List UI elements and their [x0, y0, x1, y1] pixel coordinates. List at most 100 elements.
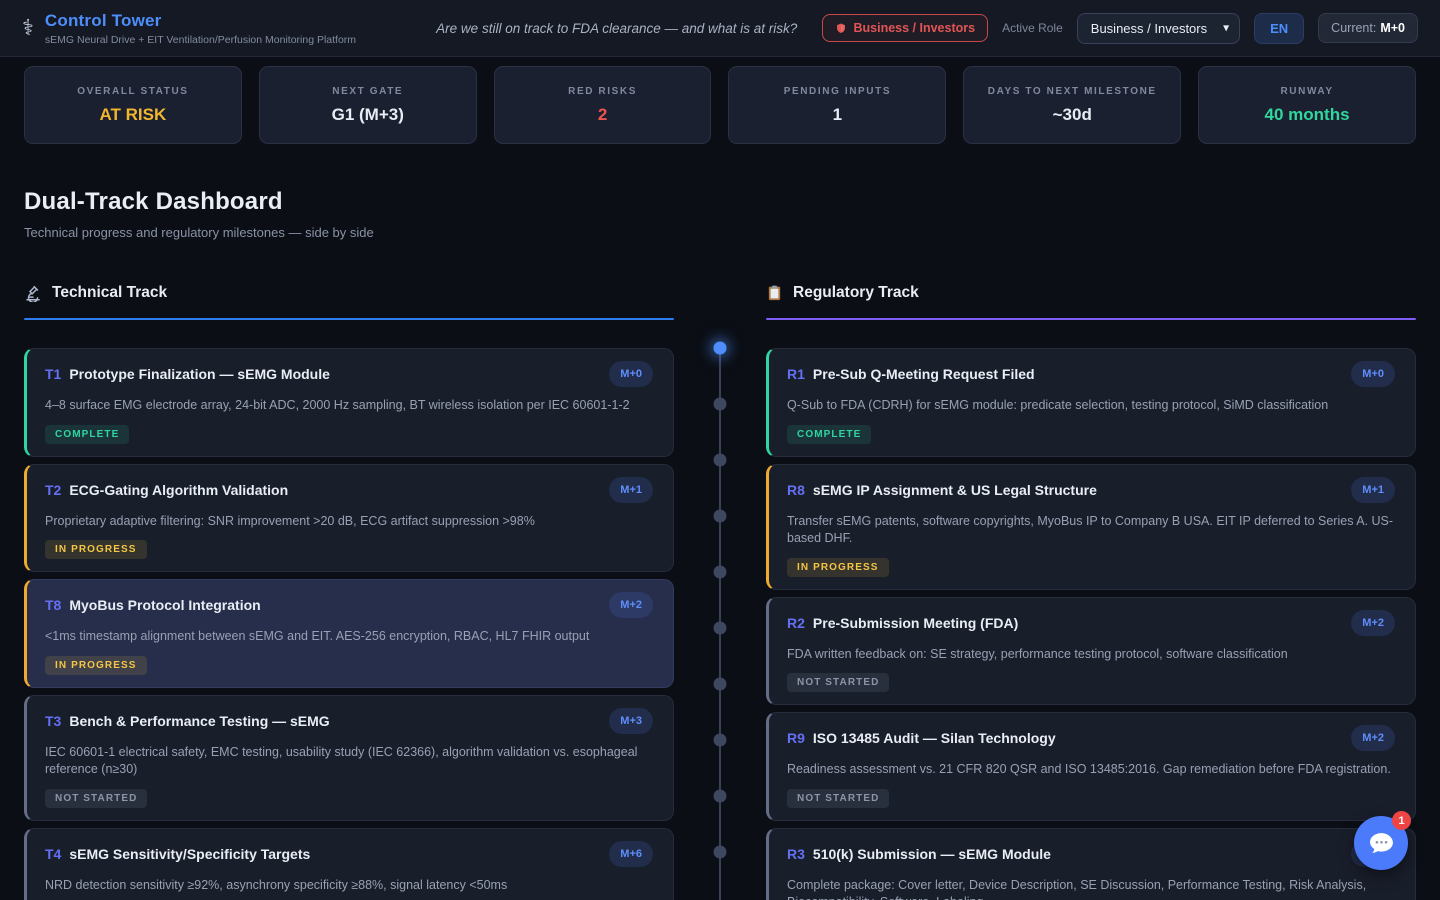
kpi-value: AT RISK	[99, 104, 167, 124]
milestone-description: FDA written feedback on: SE strategy, pe…	[787, 646, 1288, 661]
kpi-days-to-next-milestone: DAYS TO NEXT MILESTONE ~30d	[963, 66, 1182, 144]
kpi-label: RUNWAY	[1280, 85, 1334, 97]
technical-accent-line	[24, 318, 674, 320]
page-subtitle: Technical progress and regulatory milest…	[24, 225, 374, 240]
role-badge[interactable]: Business / Investors	[821, 14, 989, 42]
chevron-down-icon: ▾	[1223, 20, 1230, 35]
timeline-dot	[713, 397, 727, 411]
kpi-value: G1 (M+3)	[331, 104, 404, 124]
dual-track-grid: Technical Track Regulatory Track T1 Prot…	[24, 280, 1416, 900]
status-badge: IN PROGRESS	[787, 557, 889, 577]
clipboard-icon	[768, 285, 781, 301]
milestone-id: T2	[45, 481, 62, 498]
milestone-id: T8	[45, 597, 62, 613]
milestone-title: Pre-Sub Q-Meeting Request Filed	[812, 366, 1035, 382]
milestone-id: R1	[787, 366, 805, 382]
kpi-value: 1	[832, 104, 843, 124]
active-role-value: Business / Investors	[1090, 20, 1208, 36]
kpi-label: RED RISKS	[568, 85, 637, 97]
status-badge: IN PROGRESS	[45, 655, 147, 675]
milestone-description: <1ms timestamp alignment between sEMG an…	[45, 629, 590, 643]
milestone-id: T3	[45, 712, 62, 729]
milestone-card-r8[interactable]: R8 sEMG IP Assignment & US Legal Structu…	[766, 463, 1416, 590]
timeline-dot	[713, 845, 727, 859]
milestone-title: Prototype Finalization — sEMG Module	[69, 366, 330, 382]
milestone-card-t2[interactable]: T2 ECG-Gating Algorithm Validation M+1 P…	[24, 463, 674, 572]
app-brand: ⚕ Control Tower sEMG Neural Drive + EIT …	[22, 11, 412, 46]
chat-unread-badge: 1	[1392, 811, 1411, 830]
kpi-row: OVERALL STATUS AT RISK NEXT GATE G1 (M+3…	[24, 66, 1416, 144]
kpi-runway: RUNWAY 40 months	[1198, 66, 1416, 144]
month-badge: M+6	[609, 840, 653, 867]
milestone-card-r2[interactable]: R2 Pre-Submission Meeting (FDA) M+2 FDA …	[766, 596, 1416, 705]
milestone-card-r3[interactable]: R3 510(k) Submission — sEMG Module M+6 C…	[766, 827, 1416, 900]
active-role-select[interactable]: Business / Investors ▾	[1076, 12, 1241, 44]
month-badge: M+3	[609, 707, 653, 734]
milestone-description: NRD detection sensitivity ≥92%, asynchro…	[45, 877, 508, 892]
milestone-id: R9	[787, 730, 805, 746]
page-title: Dual-Track Dashboard	[24, 188, 283, 215]
regulatory-track-header: Regulatory Track	[766, 280, 1416, 306]
milestone-description: Transfer sEMG patents, software copyrigh…	[787, 513, 1394, 546]
month-badge: M+0	[1351, 361, 1395, 387]
month-badge: M+1	[609, 476, 653, 503]
milestone-title: ISO 13485 Audit — Silan Technology	[812, 730, 1056, 746]
shield-icon	[836, 23, 845, 33]
milestone-card-t1[interactable]: T1 Prototype Finalization — sEMG Module …	[24, 348, 674, 457]
app-title[interactable]: Control Tower	[44, 10, 162, 30]
milestone-card-t3[interactable]: T3 Bench & Performance Testing — sEMG M+…	[24, 694, 674, 821]
current-value: M+0	[1380, 21, 1405, 35]
milestone-id: R2	[787, 614, 805, 631]
status-badge: COMPLETE	[787, 424, 872, 444]
milestone-title: sEMG IP Assignment & US Legal Structure	[812, 481, 1097, 498]
current-label: Current:	[1331, 21, 1377, 35]
track-title: Technical Track	[52, 284, 168, 301]
timeline-dot	[713, 789, 727, 803]
regulatory-accent-line	[766, 318, 1416, 320]
milestone-description: Q-Sub to FDA (CDRH) for sEMG module: pre…	[787, 398, 1329, 412]
microscope-icon	[26, 285, 40, 302]
milestone-description: IEC 60601-1 electrical safety, EMC testi…	[45, 744, 638, 777]
kpi-next-gate: NEXT GATE G1 (M+3)	[258, 66, 477, 144]
milestone-description: Proprietary adaptive filtering: SNR impr…	[45, 513, 535, 528]
kpi-value: 2	[597, 104, 608, 124]
status-badge: IN PROGRESS	[45, 540, 147, 559]
milestone-card-t8[interactable]: T8 MyoBus Protocol Integration M+2 <1ms …	[24, 579, 674, 688]
milestone-description: 4–8 surface EMG electrode array, 24-bit …	[45, 398, 630, 412]
milestone-title: 510(k) Submission — sEMG Module	[812, 845, 1051, 862]
milestone-title: Bench & Performance Testing — sEMG	[69, 712, 330, 729]
milestone-id: R3	[787, 845, 805, 862]
milestone-card-t4[interactable]: T4 sEMG Sensitivity/Specificity Targets …	[24, 827, 674, 900]
timeline-dot-active	[713, 341, 727, 355]
kpi-overall-status: OVERALL STATUS AT RISK	[24, 66, 242, 144]
month-badge: M+1	[1351, 476, 1395, 503]
month-badge: M+2	[1351, 725, 1395, 751]
role-badge-label: Business / Investors	[853, 21, 976, 35]
kpi-label: OVERALL STATUS	[77, 85, 189, 97]
chat-button[interactable]: 1	[1354, 811, 1411, 870]
month-badge: M+2	[609, 592, 653, 618]
app-subtitle: sEMG Neural Drive + EIT Ventilation/Perf…	[44, 33, 357, 46]
header-controls: Business / Investors Active Role Busines…	[821, 12, 1418, 44]
milestone-title: Pre-Submission Meeting (FDA)	[812, 614, 1019, 631]
milestone-title: ECG-Gating Algorithm Validation	[69, 481, 289, 498]
milestone-card-r9[interactable]: R9 ISO 13485 Audit — Silan Technology M+…	[766, 712, 1416, 821]
caduceus-icon: ⚕	[22, 15, 34, 40]
technical-track-header: Technical Track	[24, 280, 674, 306]
technical-cards: T1 Prototype Finalization — sEMG Module …	[24, 348, 674, 900]
milestone-title: MyoBus Protocol Integration	[69, 597, 261, 613]
milestone-id: R8	[787, 481, 805, 498]
kpi-label: PENDING INPUTS	[783, 85, 892, 97]
milestone-id: T4	[45, 845, 62, 862]
milestone-card-r1[interactable]: R1 Pre-Sub Q-Meeting Request Filed M+0 Q…	[766, 348, 1416, 457]
active-role-label: Active Role	[1002, 21, 1063, 35]
language-button[interactable]: EN	[1254, 12, 1305, 44]
milestone-description: Complete package: Cover letter, Device D…	[787, 877, 1367, 900]
regulatory-cards: R1 Pre-Sub Q-Meeting Request Filed M+0 Q…	[766, 348, 1416, 900]
track-title: Regulatory Track	[793, 284, 919, 301]
current-month-chip: Current: M+0	[1318, 13, 1418, 43]
kpi-label: NEXT GATE	[332, 85, 404, 97]
status-badge: NOT STARTED	[787, 788, 890, 808]
timeline-dot	[713, 509, 727, 523]
kpi-label: DAYS TO NEXT MILESTONE	[987, 85, 1157, 97]
